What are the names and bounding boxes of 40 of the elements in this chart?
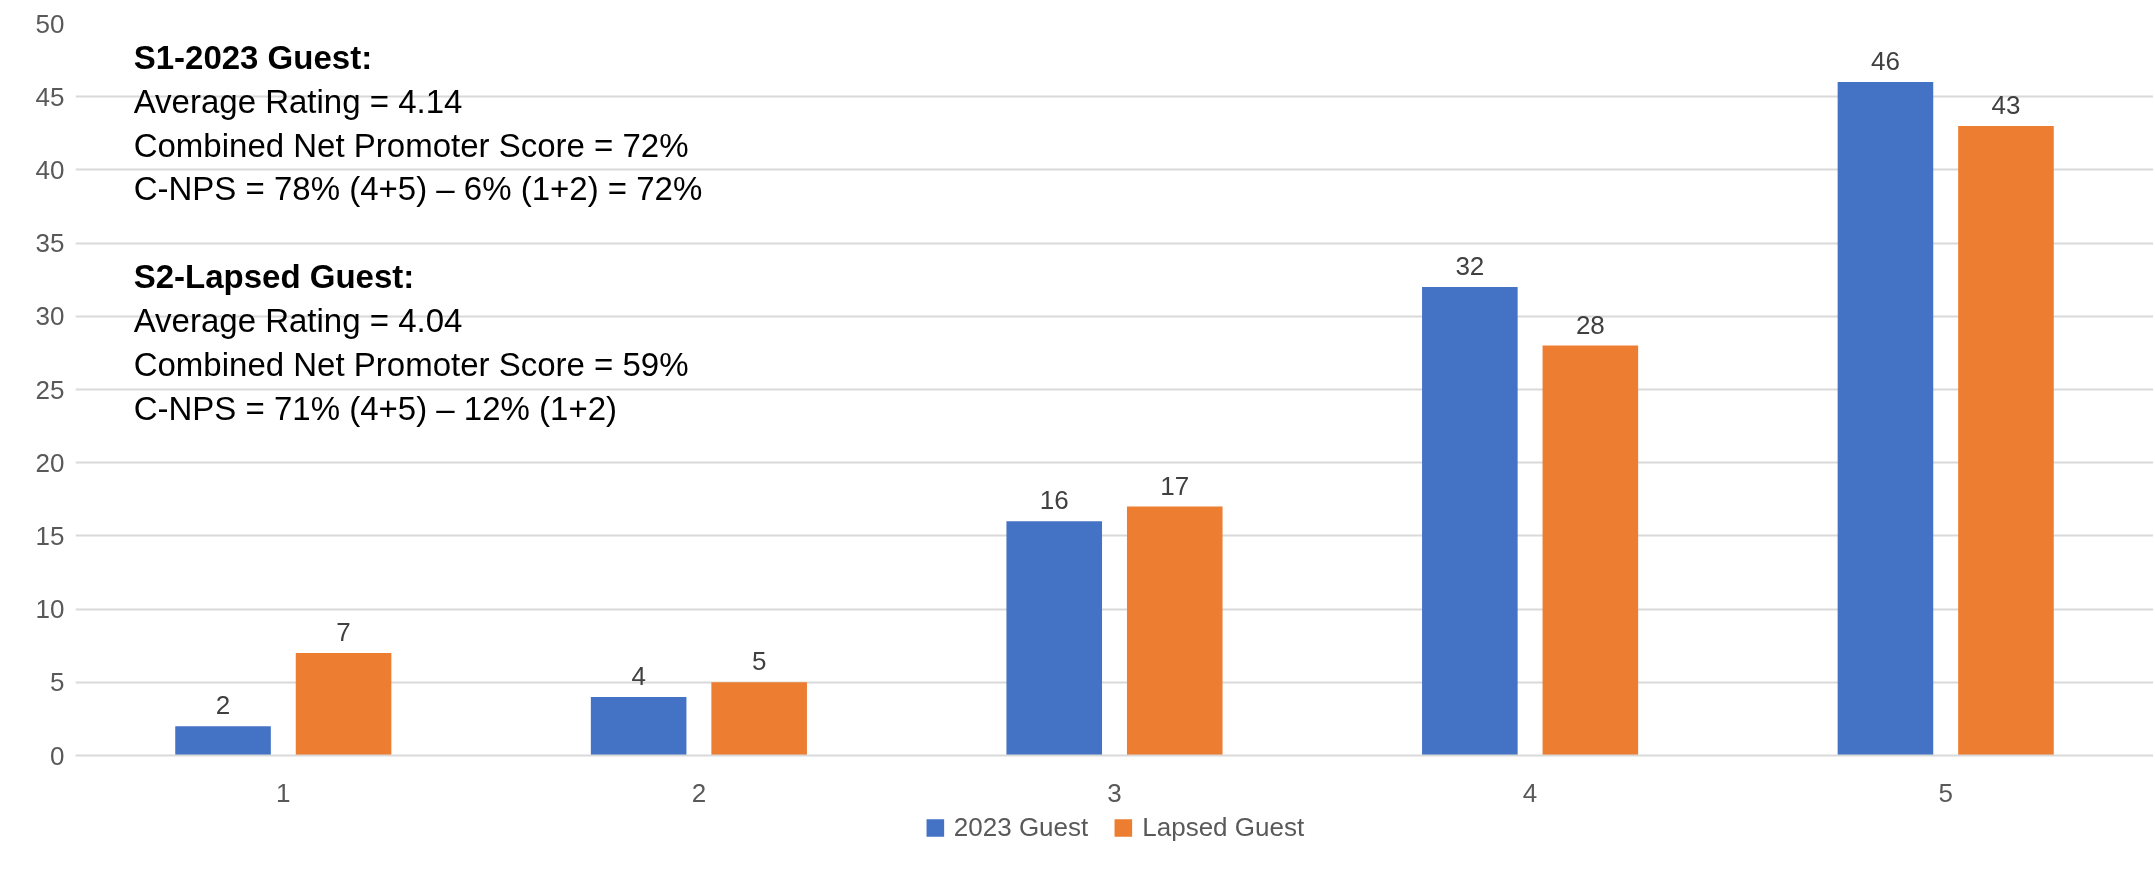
y-tick-label: 45 (35, 81, 65, 112)
y-tick-label: 35 (35, 228, 65, 259)
legend-label: Lapsed Guest (1142, 811, 1305, 843)
y-tick-label: 15 (35, 520, 65, 551)
y-tick-label: 5 (50, 667, 65, 698)
x-tick-label: 5 (1938, 777, 1953, 808)
legend-label: 2023 Guest (953, 811, 1089, 843)
data-label: 32 (1455, 251, 1485, 282)
y-tick-label: 50 (35, 8, 65, 39)
bar (1422, 287, 1518, 756)
bar (590, 696, 687, 756)
bar (1006, 521, 1103, 756)
annotation: S1-2023 Guest: Average Rating = 4.14 Combined Net Promoter Score = 72% C-NPS = 78% (4+5) – 6% (1+2) = 72% (133, 38, 703, 208)
data-label: 7 (336, 617, 351, 648)
bar (1126, 506, 1223, 756)
y-tick-label: 40 (35, 154, 65, 185)
data-label: 46 (1870, 46, 1900, 77)
data-label: 28 (1575, 309, 1605, 340)
annotation: S2-Lapsed Guest: Average Rating = 4.04 Combined Net Promoter Score = 59% C-NPS = 71% (4+5) – 12% (1+2) (133, 258, 689, 428)
x-tick-label: 1 (276, 777, 291, 808)
data-label: 43 (1991, 89, 2021, 120)
y-tick-label: 10 (35, 594, 65, 625)
bar (175, 726, 271, 756)
y-tick-label: 25 (35, 374, 65, 405)
data-label: 4 (631, 660, 646, 691)
bar (1837, 82, 1934, 756)
y-tick-label: 0 (50, 740, 65, 771)
bar (295, 653, 392, 756)
bar (1958, 125, 2054, 756)
x-tick-label: 3 (1107, 777, 1122, 808)
x-tick-label: 4 (1522, 777, 1538, 808)
data-label: 5 (751, 646, 767, 677)
data-label: 2 (215, 690, 231, 721)
x-tick-label: 2 (691, 777, 707, 808)
bar (1542, 345, 1639, 756)
data-label: 17 (1160, 470, 1190, 501)
bar (711, 682, 807, 756)
y-tick-label: 20 (35, 447, 65, 478)
y-tick-label: 30 (35, 301, 65, 332)
data-label: 16 (1039, 485, 1069, 516)
